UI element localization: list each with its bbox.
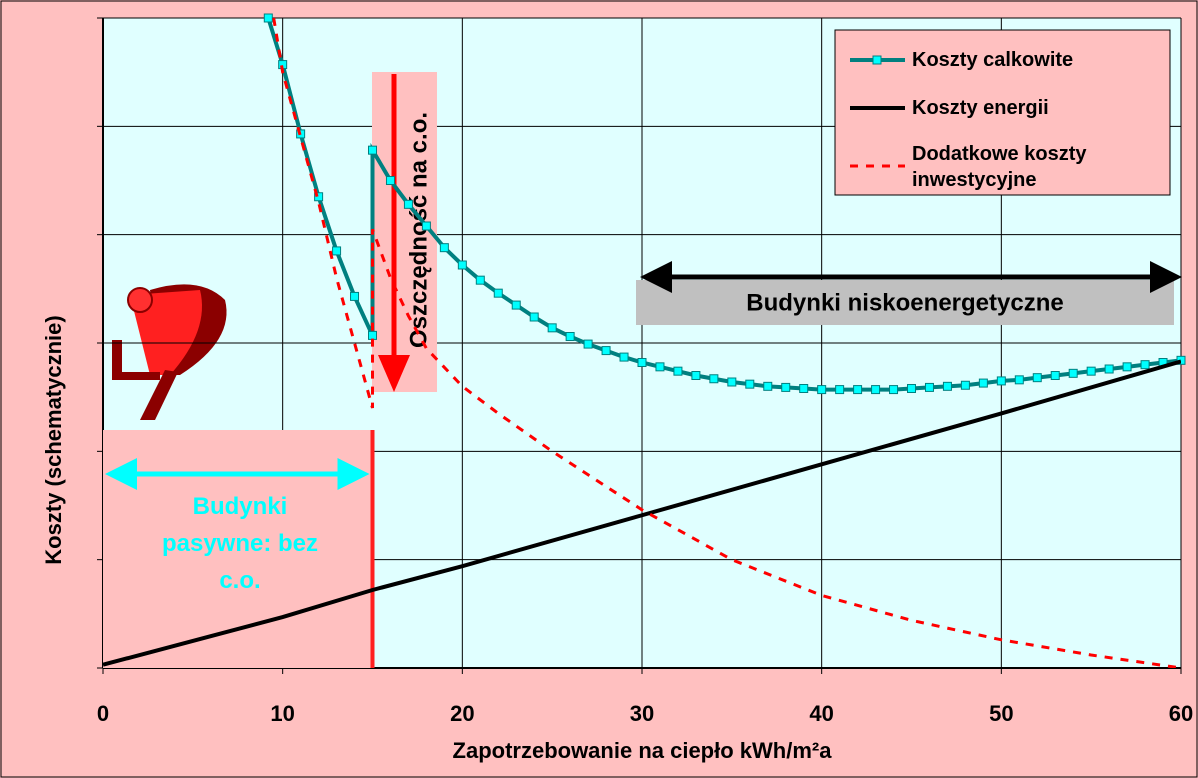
marker: [961, 381, 969, 389]
annotation: Budynki pasywne: bez c.o.: [160, 488, 320, 599]
marker: [333, 247, 341, 255]
annotation: Budynki niskoenergetyczne: [746, 289, 1063, 316]
x-tick-label: 0: [97, 701, 109, 726]
marker: [782, 383, 790, 391]
marker: [494, 289, 502, 297]
marker: [422, 222, 430, 230]
marker: [997, 377, 1005, 385]
marker: [692, 372, 700, 380]
x-axis-label: Zapotrzebowanie na ciepło kWh/m²a: [453, 738, 833, 763]
marker: [1051, 372, 1059, 380]
marker: [818, 386, 826, 394]
x-tick-label: 20: [450, 701, 474, 726]
legend-label: Koszty energii: [912, 95, 1132, 121]
marker: [1141, 361, 1149, 369]
marker: [476, 276, 484, 284]
marker: [764, 382, 772, 390]
y-axis-label: Koszty (schematycznie): [41, 315, 66, 564]
marker: [440, 244, 448, 252]
marker: [1033, 374, 1041, 382]
marker: [1123, 363, 1131, 371]
marker: [925, 383, 933, 391]
marker: [512, 301, 520, 309]
x-tick-label: 10: [270, 701, 294, 726]
marker: [369, 331, 377, 339]
marker: [800, 385, 808, 393]
marker: [584, 340, 592, 348]
marker: [836, 386, 844, 394]
marker: [620, 353, 628, 361]
legend-label: Dodatkowe koszty inwestycyjne: [912, 141, 1132, 193]
x-tick-label: 40: [809, 701, 833, 726]
marker: [854, 386, 862, 394]
marker: [908, 385, 916, 393]
marker: [890, 386, 898, 394]
marker: [674, 367, 682, 375]
x-tick-label: 60: [1169, 701, 1193, 726]
marker: [458, 261, 466, 269]
marker: [638, 359, 646, 367]
chart: Koszty (schematycznie) Zapotrzebowanie n…: [0, 0, 1198, 778]
marker: [1105, 365, 1113, 373]
marker: [386, 177, 394, 185]
marker: [369, 146, 377, 154]
marker: [979, 379, 987, 387]
marker: [710, 375, 718, 383]
x-tick-label: 30: [630, 701, 654, 726]
legend-marker: [873, 56, 881, 64]
marker: [351, 292, 359, 300]
marker: [530, 313, 538, 321]
marker: [548, 324, 556, 332]
x-tick-label: 50: [989, 701, 1013, 726]
marker: [566, 333, 574, 341]
marker: [264, 14, 272, 22]
marker: [1015, 376, 1023, 384]
marker: [746, 380, 754, 388]
marker: [404, 200, 412, 208]
marker: [602, 347, 610, 355]
marker: [943, 382, 951, 390]
marker: [1069, 369, 1077, 377]
marker: [872, 386, 880, 394]
marker: [728, 378, 736, 386]
legend-label: Koszty calkowite: [912, 47, 1132, 73]
marker: [656, 363, 664, 371]
marker: [1087, 367, 1095, 375]
